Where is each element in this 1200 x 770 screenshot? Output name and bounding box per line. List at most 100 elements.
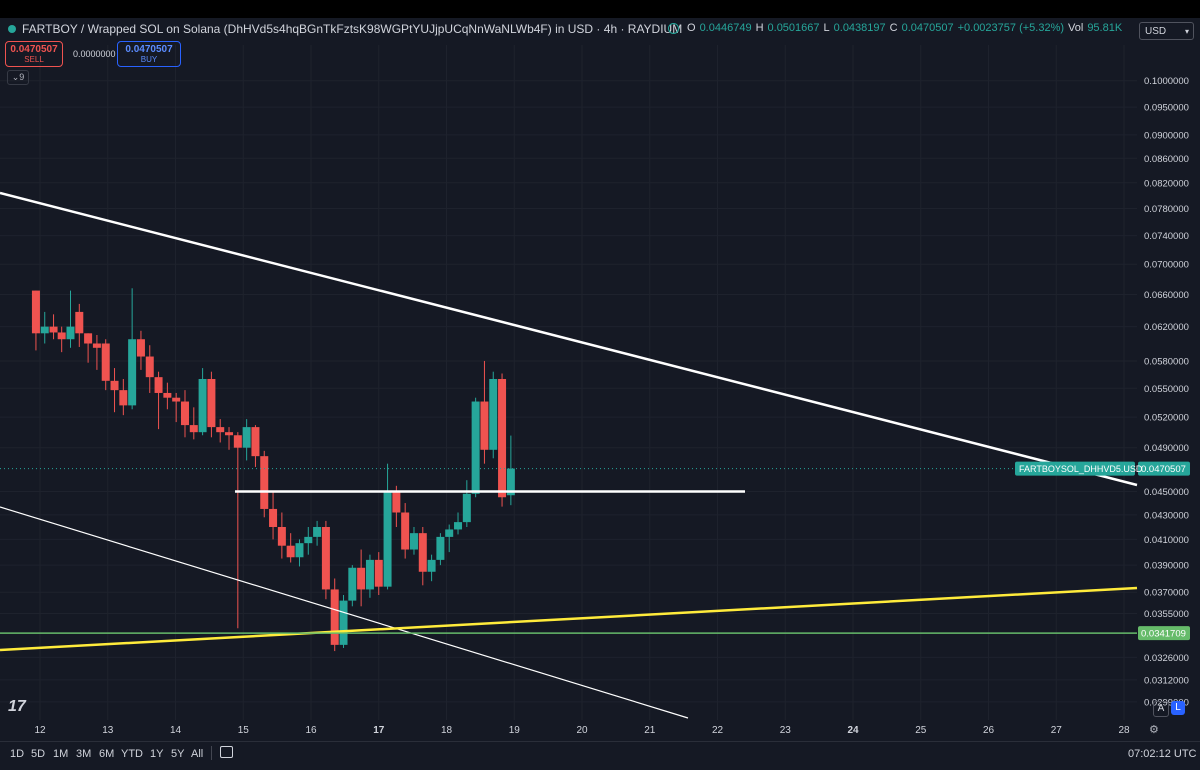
candle-body — [31, 290, 40, 334]
candlestick — [321, 520, 330, 600]
ohlc-close-key: C — [889, 22, 898, 34]
candle-body — [313, 526, 322, 537]
currency-select[interactable]: USD ▾ — [1139, 22, 1194, 40]
timeframe-5y[interactable]: 5Y — [171, 748, 185, 760]
candlestick — [31, 290, 40, 351]
y-axis-tick-label: 0.0430000 — [1144, 510, 1189, 521]
candlestick — [75, 303, 84, 347]
symbol-header[interactable]: FARTBOY / Wrapped SOL on Solana (DhHVd5s… — [8, 22, 682, 36]
candle-body — [198, 378, 207, 433]
calendar-icon[interactable] — [220, 746, 233, 758]
tradingview-logo[interactable]: 17 — [8, 698, 26, 715]
candlestick — [436, 533, 445, 566]
utc-clock[interactable]: 07:02:12 UTC — [1128, 748, 1197, 760]
x-axis-tick-label: 26 — [983, 725, 995, 736]
candlestick — [383, 463, 392, 590]
price-badge — [1138, 626, 1190, 641]
buy-button[interactable]: 0.0470507 BUY — [117, 41, 181, 67]
indicator-count: 9 — [19, 72, 25, 82]
candle-body — [216, 427, 225, 433]
timeframe-1y[interactable]: 1Y — [150, 748, 164, 760]
timeframe-1d[interactable]: 1D — [10, 748, 25, 760]
candlestick — [401, 503, 410, 559]
candle-body — [445, 529, 454, 537]
price-badge-label: 0.0470507 — [1141, 464, 1186, 475]
spread-value: 0.0000000 — [73, 49, 116, 59]
y-axis-tick-label: 0.0660000 — [1144, 290, 1189, 301]
x-axis-tick-label: 28 — [1118, 725, 1130, 736]
status-dot-icon — [8, 25, 16, 33]
x-axis-tick-label: 14 — [170, 725, 182, 736]
settings-gear-icon[interactable]: ⚙ — [1149, 724, 1159, 736]
candle-body — [427, 559, 436, 572]
candlestick — [365, 554, 374, 598]
candlestick — [110, 368, 119, 413]
series-label-text: FARTBOYSOL_DHHVD5.USD — [1019, 464, 1143, 474]
candle-body — [189, 425, 198, 433]
timeframe-all[interactable]: All — [191, 748, 204, 760]
ohlc-open-key: O — [687, 22, 696, 34]
candlestick — [57, 326, 66, 353]
candlestick — [506, 435, 515, 506]
lower-channel-line — [0, 506, 689, 719]
x-axis-tick-label: 13 — [102, 725, 114, 736]
x-axis-tick-label: 22 — [712, 725, 724, 736]
candlestick — [489, 371, 498, 459]
y-axis-tick-label: 0.0326000 — [1144, 653, 1189, 664]
candlestick — [462, 480, 471, 527]
candlestick — [216, 419, 225, 443]
bottom-toolbar — [0, 741, 1200, 770]
candle-body — [251, 427, 260, 457]
candle-body — [92, 343, 101, 348]
symbol-title[interactable]: FARTBOY / Wrapped SOL on Solana (DhHVd5s… — [22, 22, 683, 36]
y-axis-tick-label: 0.0860000 — [1144, 154, 1189, 165]
y-axis-tick-label: 0.0370000 — [1144, 588, 1189, 599]
timeframe-1m[interactable]: 1M — [53, 748, 69, 760]
y-axis-tick-label: 0.1000000 — [1144, 76, 1189, 87]
ohlc-high-key: H — [755, 22, 764, 34]
candlestick — [374, 552, 383, 595]
candle-body — [498, 378, 507, 498]
chart-canvas[interactable]: 0.1000000 0.0950000 0.0900000 0.0860000 0.08… — [0, 0, 1200, 741]
candlestick — [154, 371, 163, 430]
sell-button[interactable]: 0.0470507 SELL — [5, 41, 63, 67]
candlestick — [357, 549, 366, 607]
candle-body — [480, 401, 489, 450]
candle-body — [145, 356, 154, 378]
eye-icon[interactable] — [668, 22, 679, 34]
y-axis-tick-label: 0.0550000 — [1144, 384, 1189, 395]
top-black-bar — [0, 0, 1200, 18]
y-axis-tick-label: 0.0355000 — [1144, 609, 1189, 620]
timeframe-3m[interactable]: 3M — [76, 748, 92, 760]
candle-body — [66, 326, 75, 340]
candle-body — [40, 326, 49, 334]
candle-body — [304, 536, 313, 544]
candlestick — [136, 330, 145, 370]
x-axis-tick-label: 17 — [373, 725, 385, 736]
candlestick — [49, 314, 58, 340]
toolbar-divider — [211, 746, 212, 760]
candlestick — [471, 397, 480, 498]
y-axis-tick-label: 0.0900000 — [1144, 130, 1189, 141]
ohlc-close-value: 0.0470507 — [901, 22, 954, 34]
currency-value: USD — [1145, 26, 1167, 37]
candlestick — [498, 373, 507, 507]
x-axis-tick-label: 23 — [780, 725, 792, 736]
candlestick — [145, 345, 154, 393]
timeframe-6m[interactable]: 6M — [99, 748, 115, 760]
indicators-toggle[interactable]: ⌄9 — [7, 70, 29, 85]
candle-body — [357, 567, 366, 590]
price-badge-label: 0.0341709 — [1141, 629, 1186, 640]
y-axis-tick-label: 0.0700000 — [1144, 260, 1189, 271]
log-scale-button[interactable]: L — [1171, 701, 1185, 715]
candle-body — [436, 536, 445, 560]
candlestick — [313, 520, 322, 546]
x-axis-tick-label: 19 — [509, 725, 521, 736]
timeframe-5d[interactable]: 5D — [31, 748, 46, 760]
auto-scale-button[interactable]: A — [1153, 701, 1169, 717]
candlestick — [101, 339, 110, 391]
timeframe-ytd[interactable]: YTD — [121, 748, 143, 760]
candlestick — [330, 578, 339, 652]
y-axis-tick-label: 0.0312000 — [1144, 675, 1189, 686]
candlestick — [304, 526, 313, 555]
